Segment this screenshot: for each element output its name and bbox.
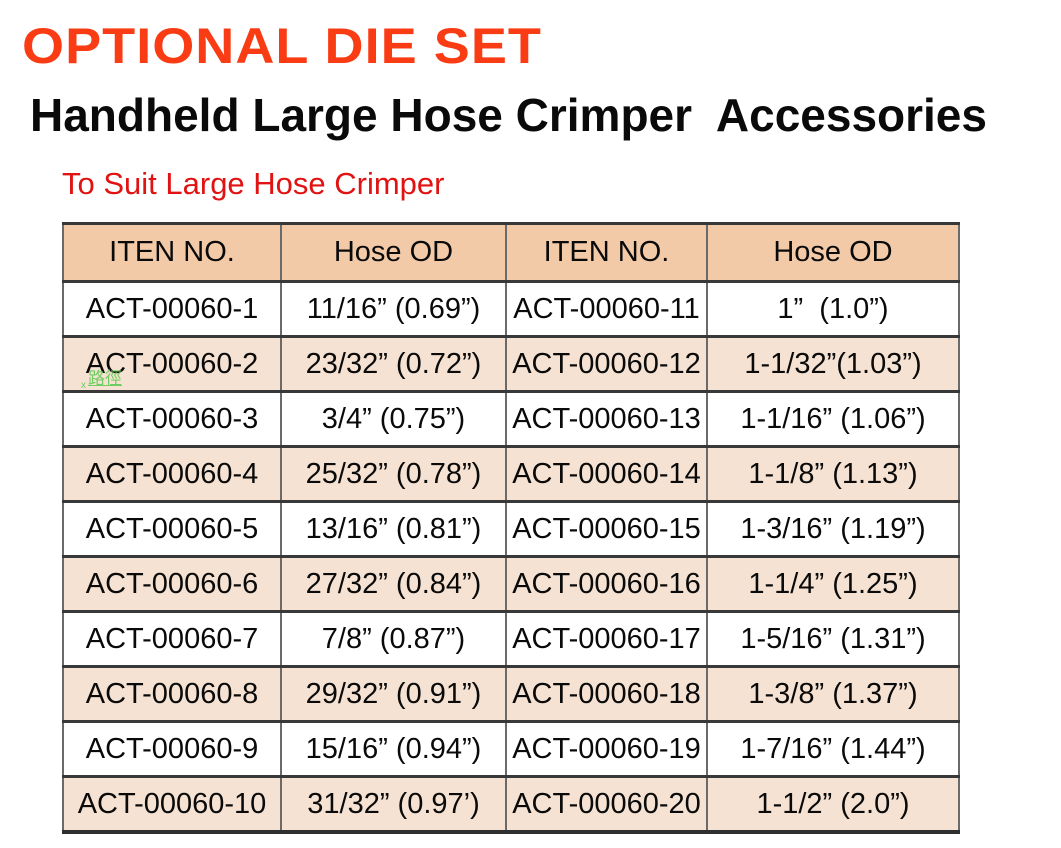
table-cell: ACT-00060-11 bbox=[505, 280, 708, 338]
table-cell: 27/32” (0.84”) bbox=[280, 555, 507, 613]
table-cell: 1-1/8” (1.13”) bbox=[706, 445, 960, 503]
table-cell: 1-3/16” (1.19”) bbox=[706, 500, 960, 558]
table-row: ACT-00060-7 7/8” (0.87”) ACT-00060-17 1-5/1… bbox=[62, 610, 960, 668]
table-row: ACT-00060-4 25/32” (0.78”) ACT-00060-14 1-1… bbox=[62, 445, 960, 503]
table-row: ACT-00060-3 3/4” (0.75”) ACT-00060-13 1-1/1… bbox=[62, 390, 960, 448]
table-cell: ACT-00060-12 bbox=[505, 335, 708, 393]
table-cell: 1-7/16” (1.44”) bbox=[706, 720, 960, 778]
table-cell: 13/16” (0.81”) bbox=[280, 500, 507, 558]
table-cell: ACT-00060-2 bbox=[62, 335, 282, 393]
table-row: ACT-00060-10 31/32” (0.97’) ACT-00060-20 1-… bbox=[62, 775, 960, 834]
table-cell: ACT-00060-9 bbox=[62, 720, 282, 778]
table-cell: ACT-00060-10 bbox=[62, 775, 282, 834]
watermark-text: x 路徑 bbox=[81, 369, 122, 391]
table-cell: 15/16” (0.94”) bbox=[280, 720, 507, 778]
table-row: ACT-00060-9 15/16” (0.94”) ACT-00060-19 1-7… bbox=[62, 720, 960, 778]
table-cell: 31/32” (0.97’) bbox=[280, 775, 507, 834]
table-row: ACT-00060-8 29/32” (0.91”) ACT-00060-18 1-3… bbox=[62, 665, 960, 723]
table-cell: ACT-00060-6 bbox=[62, 555, 282, 613]
table-cell: ACT-00060-19 bbox=[505, 720, 708, 778]
table-row: ACT-00060-6 27/32” (0.84”) ACT-00060-16 1-1… bbox=[62, 555, 960, 613]
table-cell: ACT-00060-8 bbox=[62, 665, 282, 723]
table-cell: ACT-00060-17 bbox=[505, 610, 708, 668]
table-cell: 1-1/32”(1.03”) bbox=[706, 335, 960, 393]
watermark-label: 路徑 bbox=[88, 369, 122, 388]
table-cell: ACT-00060-3 bbox=[62, 390, 282, 448]
table-row: ACT-00060-5 13/16” (0.81”) ACT-00060-15 1-3… bbox=[62, 500, 960, 558]
table-row: ACT-00060-2 23/32” (0.72”) ACT-00060-12 1-1… bbox=[62, 335, 960, 393]
table-cell: ACT-00060-7 bbox=[62, 610, 282, 668]
table-row: ACT-00060-1 11/16” (0.69”) ACT-00060-11 1” … bbox=[62, 280, 960, 338]
table-cell: ACT-00060-20 bbox=[505, 775, 708, 834]
table-cell: ACT-00060-13 bbox=[505, 390, 708, 448]
header-hose-od-left: Hose OD bbox=[280, 222, 507, 283]
table-cell: 1-3/8” (1.37”) bbox=[706, 665, 960, 723]
header-item-no-left: ITEN NO. bbox=[62, 222, 282, 283]
table-cell: 1” (1.0”) bbox=[706, 280, 960, 338]
table-cell: 23/32” (0.72”) bbox=[280, 335, 507, 393]
table-header-row: ITEN NO. Hose OD ITEN NO. Hose OD bbox=[62, 222, 960, 283]
table-cell: 7/8” (0.87”) bbox=[280, 610, 507, 668]
table-cell: ACT-00060-16 bbox=[505, 555, 708, 613]
page-title: OPTIONAL DIE SET bbox=[22, 18, 542, 75]
table-cell: 1-1/2” (2.0”) bbox=[706, 775, 960, 834]
header-hose-od-right: Hose OD bbox=[706, 222, 960, 283]
table-caption: To Suit Large Hose Crimper bbox=[62, 166, 445, 201]
table-cell: ACT-00060-18 bbox=[505, 665, 708, 723]
table-cell: 25/32” (0.78”) bbox=[280, 445, 507, 503]
table-cell: ACT-00060-5 bbox=[62, 500, 282, 558]
table-cell: 1-5/16” (1.31”) bbox=[706, 610, 960, 668]
table-cell: 1-1/4” (1.25”) bbox=[706, 555, 960, 613]
page-heading: Handheld Large Hose Crimper Accessories bbox=[30, 89, 987, 141]
watermark-x-marker: x bbox=[81, 380, 86, 391]
table-cell: ACT-00060-15 bbox=[505, 500, 708, 558]
table-cell: 3/4” (0.75”) bbox=[280, 390, 507, 448]
table-cell: 1-1/16” (1.06”) bbox=[706, 390, 960, 448]
die-set-table: ITEN NO. Hose OD ITEN NO. Hose OD ACT-00… bbox=[62, 222, 960, 834]
table-cell: 11/16” (0.69”) bbox=[280, 280, 507, 338]
table-cell: 29/32” (0.91”) bbox=[280, 665, 507, 723]
header-item-no-right: ITEN NO. bbox=[505, 222, 708, 283]
table-body: ACT-00060-1 11/16” (0.69”) ACT-00060-11 1” … bbox=[62, 280, 960, 834]
table-cell: ACT-00060-14 bbox=[505, 445, 708, 503]
table-cell: ACT-00060-1 bbox=[62, 280, 282, 338]
table-cell: ACT-00060-4 bbox=[62, 445, 282, 503]
